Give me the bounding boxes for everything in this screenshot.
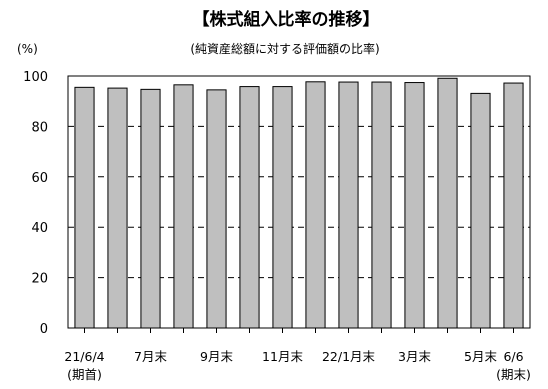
x-tick-label: 22/1月末 — [322, 349, 376, 364]
y-axis-unit-label: (%) — [17, 42, 38, 56]
bar — [107, 87, 128, 329]
x-tick-label: 7月末 — [134, 349, 167, 364]
y-tick-label: 20 — [31, 272, 48, 287]
bar — [239, 86, 260, 329]
plot-area-frame — [67, 75, 531, 329]
x-tick-label: 11月末 — [262, 349, 303, 364]
x-tick-sublabel: (期首) — [67, 367, 102, 382]
bar — [140, 88, 161, 329]
x-tick-sublabel: (期末) — [496, 367, 531, 382]
x-axis-ticks: 21/6/4 (期首) 7月末 9月末 11月末 22/1月末 3月末 5月末 6/6 (期末) — [64, 328, 531, 382]
bar — [503, 82, 524, 329]
y-tick-label: 0 — [40, 322, 48, 337]
x-tick-label: 3月末 — [398, 349, 431, 364]
x-tick-label: 6/6 — [503, 349, 523, 364]
gridlines — [68, 125, 530, 279]
bar — [437, 77, 458, 329]
bar — [338, 81, 359, 329]
x-tick-label: 5月末 — [464, 349, 497, 364]
bar — [173, 84, 194, 329]
chart-subtitle: (純資産総額に対する評価額の比率) — [190, 41, 379, 56]
bar — [371, 81, 392, 329]
bar — [206, 89, 227, 329]
y-tick-label: 40 — [31, 221, 48, 236]
y-tick-label: 80 — [31, 120, 48, 135]
x-tick-label: 21/6/4 — [64, 349, 104, 364]
bar — [470, 92, 491, 329]
bar — [305, 81, 326, 329]
y-axis-ticks: 0 20 40 60 80 100 — [23, 70, 48, 337]
bar — [74, 86, 95, 329]
bars — [74, 77, 524, 329]
y-tick-label: 60 — [31, 171, 48, 186]
bar — [272, 86, 293, 329]
x-tick-label: 9月末 — [200, 349, 233, 364]
chart-title: 【株式組入比率の推移】 — [193, 9, 380, 30]
y-tick-label: 100 — [23, 70, 48, 85]
bar — [404, 82, 425, 329]
